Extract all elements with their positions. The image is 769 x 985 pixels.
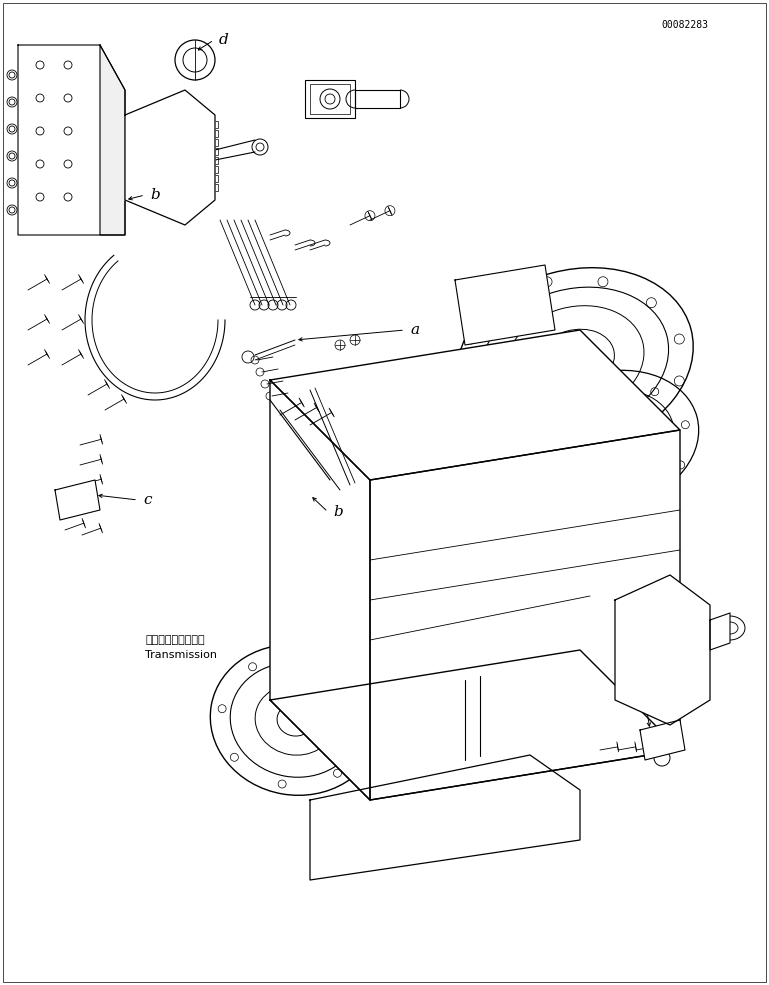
Polygon shape <box>370 430 680 800</box>
Bar <box>200 130 218 137</box>
Bar <box>618 665 663 673</box>
Polygon shape <box>100 45 125 235</box>
Polygon shape <box>270 380 370 800</box>
Text: Transmission: Transmission <box>145 650 217 660</box>
Bar <box>385 795 505 840</box>
Polygon shape <box>640 720 685 760</box>
Bar <box>200 175 218 182</box>
Bar <box>200 121 218 128</box>
Bar <box>200 157 218 164</box>
Bar <box>618 643 663 651</box>
Text: a: a <box>671 613 680 627</box>
Text: b: b <box>333 505 343 519</box>
Polygon shape <box>615 575 710 725</box>
Text: c: c <box>641 653 649 667</box>
Text: c: c <box>144 493 152 507</box>
Polygon shape <box>270 650 680 800</box>
Text: トランスミッション: トランスミッション <box>145 635 205 645</box>
Bar <box>355 90 400 108</box>
Bar <box>305 80 355 118</box>
Bar <box>618 687 663 695</box>
Polygon shape <box>125 90 215 225</box>
Bar <box>618 610 663 618</box>
Bar <box>618 676 663 684</box>
Bar <box>200 139 218 146</box>
Text: d: d <box>219 33 229 47</box>
Polygon shape <box>18 45 125 235</box>
Bar <box>200 184 218 191</box>
Bar <box>200 148 218 155</box>
Bar <box>200 166 218 173</box>
Polygon shape <box>55 480 100 520</box>
Polygon shape <box>310 755 580 880</box>
Bar <box>618 654 663 662</box>
Polygon shape <box>270 330 680 480</box>
Polygon shape <box>710 613 730 650</box>
Text: a: a <box>411 323 420 337</box>
Text: 00082283: 00082283 <box>661 20 708 30</box>
Bar <box>618 632 663 640</box>
Text: b: b <box>150 188 160 202</box>
Bar <box>310 84 350 114</box>
Bar <box>618 621 663 629</box>
Polygon shape <box>455 265 555 345</box>
